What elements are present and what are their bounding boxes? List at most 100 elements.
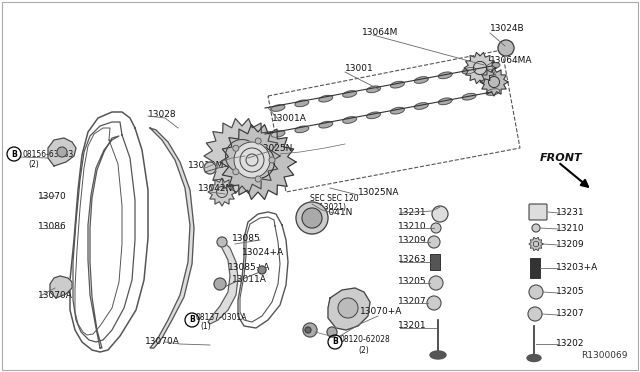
Circle shape: [498, 40, 514, 56]
Circle shape: [204, 162, 216, 174]
Text: 13070: 13070: [38, 192, 67, 201]
Circle shape: [258, 266, 266, 274]
Text: 13209: 13209: [556, 240, 584, 248]
Circle shape: [214, 278, 226, 290]
Ellipse shape: [271, 131, 285, 137]
Ellipse shape: [486, 63, 500, 69]
Text: (2): (2): [28, 160, 39, 169]
Polygon shape: [480, 68, 508, 96]
Text: 13025NA: 13025NA: [358, 187, 399, 196]
Ellipse shape: [462, 67, 476, 74]
Ellipse shape: [319, 121, 333, 128]
Circle shape: [233, 169, 239, 175]
Text: 13012M: 13012M: [188, 160, 225, 170]
Polygon shape: [204, 119, 280, 193]
Text: 13064MA: 13064MA: [490, 55, 532, 64]
Circle shape: [427, 296, 441, 310]
Polygon shape: [48, 138, 76, 166]
Polygon shape: [150, 128, 194, 348]
Ellipse shape: [415, 103, 428, 109]
Circle shape: [432, 206, 448, 222]
Text: 13086: 13086: [38, 221, 67, 231]
Text: 13209: 13209: [398, 235, 427, 244]
Circle shape: [296, 202, 328, 234]
Text: 13201: 13201: [398, 321, 427, 330]
Text: 13001: 13001: [345, 64, 374, 73]
Circle shape: [327, 327, 337, 337]
Text: (13021): (13021): [316, 202, 346, 212]
Polygon shape: [88, 136, 119, 348]
Ellipse shape: [430, 351, 446, 359]
Text: 15041N: 15041N: [318, 208, 353, 217]
Polygon shape: [208, 240, 238, 324]
Ellipse shape: [295, 100, 308, 107]
FancyBboxPatch shape: [430, 254, 440, 270]
Text: 13024B: 13024B: [490, 23, 525, 32]
Text: 13070A: 13070A: [145, 337, 180, 346]
FancyBboxPatch shape: [529, 204, 547, 220]
Text: 13263: 13263: [398, 256, 427, 264]
Ellipse shape: [438, 72, 452, 78]
Ellipse shape: [390, 81, 404, 88]
Text: 13025N: 13025N: [258, 144, 293, 153]
Polygon shape: [328, 288, 370, 330]
Text: 13011A: 13011A: [232, 276, 267, 285]
Text: 13202: 13202: [556, 340, 584, 349]
Circle shape: [233, 145, 239, 151]
FancyBboxPatch shape: [530, 258, 540, 278]
Circle shape: [303, 323, 317, 337]
Ellipse shape: [415, 77, 428, 83]
Text: 13070+A: 13070+A: [360, 308, 403, 317]
Text: B: B: [11, 150, 17, 158]
Text: 08137-0301A: 08137-0301A: [195, 314, 246, 323]
Ellipse shape: [390, 108, 404, 114]
Text: 13205: 13205: [556, 288, 584, 296]
Text: 13207: 13207: [556, 310, 584, 318]
Circle shape: [338, 298, 358, 318]
Polygon shape: [220, 125, 296, 199]
Circle shape: [255, 138, 261, 144]
Text: 13203+A: 13203+A: [556, 263, 598, 273]
Ellipse shape: [367, 86, 380, 93]
Text: 13210: 13210: [556, 224, 584, 232]
Ellipse shape: [527, 355, 541, 362]
Text: 13001A: 13001A: [272, 113, 307, 122]
Ellipse shape: [319, 95, 333, 102]
Text: B: B: [189, 315, 195, 324]
Text: FRONT: FRONT: [540, 153, 582, 163]
Text: 08156-63533: 08156-63533: [22, 150, 73, 158]
Polygon shape: [50, 276, 72, 298]
Ellipse shape: [295, 126, 308, 132]
Text: 13085: 13085: [232, 234, 260, 243]
Ellipse shape: [343, 117, 356, 123]
Text: 13231: 13231: [398, 208, 427, 217]
Circle shape: [429, 276, 443, 290]
Polygon shape: [208, 178, 236, 206]
Polygon shape: [529, 237, 543, 251]
Circle shape: [528, 307, 542, 321]
Circle shape: [305, 327, 311, 333]
Text: 13210: 13210: [398, 221, 427, 231]
Ellipse shape: [486, 89, 500, 95]
Circle shape: [255, 176, 261, 182]
Text: 13207: 13207: [398, 298, 427, 307]
Circle shape: [529, 285, 543, 299]
Text: B: B: [332, 337, 338, 346]
Text: 13085+A: 13085+A: [228, 263, 270, 273]
Text: 13024+A: 13024+A: [242, 247, 284, 257]
Ellipse shape: [367, 112, 380, 119]
Circle shape: [234, 142, 270, 178]
Ellipse shape: [343, 91, 356, 97]
Ellipse shape: [462, 93, 476, 100]
Text: R1300069: R1300069: [582, 351, 628, 360]
Circle shape: [431, 223, 441, 233]
Circle shape: [217, 237, 227, 247]
Polygon shape: [464, 52, 496, 84]
Text: 13042N: 13042N: [198, 183, 233, 192]
Text: 08120-62028: 08120-62028: [340, 336, 391, 344]
Circle shape: [240, 148, 264, 172]
Circle shape: [428, 236, 440, 248]
Text: 13028: 13028: [148, 109, 177, 119]
Text: (1): (1): [200, 323, 211, 331]
Circle shape: [246, 154, 258, 166]
